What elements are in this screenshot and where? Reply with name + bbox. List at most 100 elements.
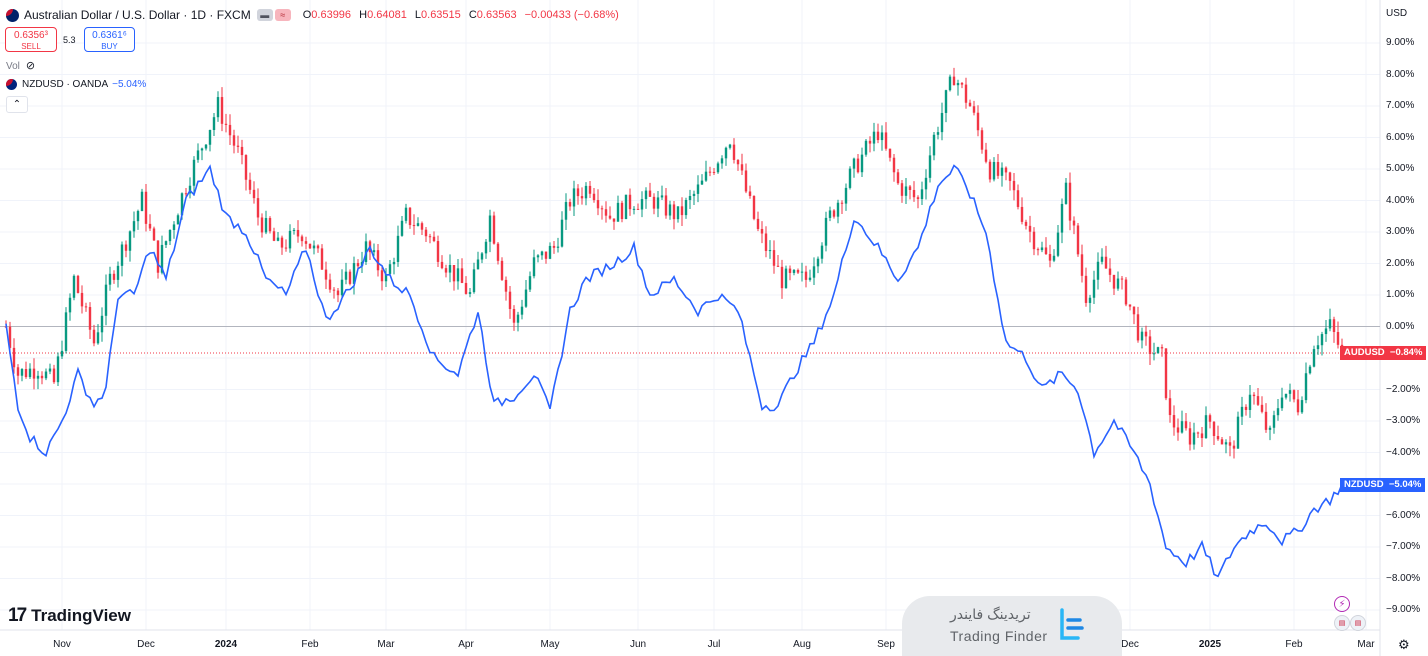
audusd-candle bbox=[240, 139, 244, 165]
audusd-candle bbox=[1072, 216, 1076, 235]
time-axis-tick: 2025 bbox=[1198, 639, 1222, 650]
audusd-candle bbox=[108, 266, 112, 291]
audusd-candle bbox=[300, 234, 304, 247]
eye-hidden-icon[interactable]: ⊘ bbox=[25, 60, 36, 72]
audusd-candle bbox=[468, 288, 472, 298]
candle-body bbox=[480, 253, 484, 260]
audusd-candle bbox=[220, 87, 224, 132]
nz-flag-icon bbox=[6, 79, 17, 90]
audusd-candle bbox=[608, 206, 612, 220]
symbol-menu-icon[interactable]: ▬ bbox=[256, 9, 273, 21]
candle-body bbox=[1308, 366, 1312, 374]
audusd-candle bbox=[272, 227, 276, 242]
time-axis-tick: Mar bbox=[1357, 639, 1375, 650]
candle-body bbox=[1068, 182, 1072, 221]
audusd-candle bbox=[964, 77, 968, 109]
audusd-candle bbox=[100, 307, 104, 342]
audusd-candle bbox=[884, 122, 888, 151]
bar-change-icon[interactable]: ≈ bbox=[274, 9, 291, 21]
audusd-candle bbox=[940, 102, 944, 141]
price-axis-tick: 5.00% bbox=[1386, 163, 1415, 174]
audusd-candle bbox=[292, 228, 296, 235]
audusd-candle bbox=[136, 209, 140, 230]
audusd-candle bbox=[872, 122, 876, 152]
us-event-flag-icon-2[interactable]: ▤ bbox=[1350, 615, 1366, 631]
tradingview-mark-icon: 17 bbox=[8, 605, 27, 626]
audusd-candle bbox=[588, 180, 592, 198]
audusd-candle bbox=[268, 216, 272, 234]
audusd-candle bbox=[228, 114, 232, 146]
price-axis-tick: −4.00% bbox=[1386, 446, 1421, 458]
candle-body bbox=[1132, 306, 1136, 315]
candle-body bbox=[1028, 225, 1032, 232]
candle-body bbox=[652, 196, 656, 209]
watermark-english-text: Trading Finder bbox=[950, 628, 1048, 644]
audusd-candle bbox=[416, 217, 420, 227]
candle-body bbox=[584, 185, 588, 199]
candle-body bbox=[904, 186, 908, 196]
buy-label: BUY bbox=[101, 42, 118, 51]
audusd-candle bbox=[1280, 387, 1284, 411]
candle-body bbox=[1128, 304, 1132, 307]
sell-button[interactable]: 0.6356³ SELL bbox=[5, 27, 57, 52]
candle-body bbox=[408, 207, 412, 226]
candle-body bbox=[1112, 274, 1116, 289]
audusd-candle bbox=[612, 218, 616, 230]
candle-body bbox=[1168, 398, 1172, 416]
candle-body bbox=[184, 193, 188, 195]
spread-value: 5.3 bbox=[63, 35, 76, 45]
audusd-candle bbox=[1064, 177, 1068, 205]
event-bolt-icon[interactable]: ⚡ bbox=[1334, 596, 1350, 612]
audusd-candle bbox=[632, 206, 636, 215]
candle-body bbox=[1040, 247, 1044, 251]
audusd-candle bbox=[768, 240, 772, 259]
us-event-flag-icon[interactable]: ▤ bbox=[1334, 615, 1350, 631]
symbol-header[interactable]: Australian Dollar / U.S. Dollar · 1D · F… bbox=[6, 6, 624, 24]
audusd-candle bbox=[1088, 294, 1092, 313]
candle-body bbox=[160, 244, 164, 273]
audusd-candle bbox=[340, 269, 344, 300]
candle-body bbox=[928, 155, 932, 178]
tradingview-logo[interactable]: 17 TradingView bbox=[8, 605, 131, 626]
audusd-candle bbox=[1216, 425, 1220, 441]
price-axis-tick: −7.00% bbox=[1386, 541, 1421, 552]
candle-body bbox=[832, 210, 836, 217]
candle-body bbox=[600, 208, 604, 210]
candle-body bbox=[52, 368, 56, 383]
buy-button[interactable]: 0.6361⁶ BUY bbox=[84, 27, 135, 52]
compare-legend[interactable]: NZDUSD · OANDA −5.04% bbox=[6, 79, 146, 90]
candle-body bbox=[952, 76, 956, 86]
volume-indicator[interactable]: Vol ⊘ bbox=[6, 59, 35, 72]
candle-body bbox=[912, 189, 916, 198]
audusd-candle bbox=[484, 238, 488, 259]
audusd-candle bbox=[1288, 383, 1292, 402]
candle-body bbox=[468, 292, 472, 294]
audusd-candle bbox=[496, 242, 500, 265]
audusd-candle bbox=[864, 138, 868, 157]
audusd-candle bbox=[1272, 410, 1276, 434]
currency-label[interactable]: USD bbox=[1386, 8, 1408, 19]
audusd-candle bbox=[408, 207, 412, 229]
audusd-candle bbox=[704, 160, 708, 182]
candle-body bbox=[576, 188, 580, 197]
settings-gear-icon[interactable]: ⚙ bbox=[1398, 637, 1410, 652]
audusd-candle bbox=[1220, 436, 1224, 445]
audusd-candle bbox=[192, 156, 196, 197]
collapse-legend-button[interactable]: ⌃ bbox=[6, 96, 28, 113]
audusd-candle bbox=[1032, 227, 1036, 256]
audusd-candle bbox=[976, 105, 980, 137]
audusd-candle bbox=[448, 254, 452, 283]
audusd-candle bbox=[200, 147, 204, 161]
candle-body bbox=[1304, 373, 1308, 401]
price-axis-tick: 6.00% bbox=[1386, 131, 1415, 143]
sell-label: SELL bbox=[21, 42, 41, 51]
time-axis-tick: Dec bbox=[137, 639, 155, 650]
audusd-candle bbox=[1224, 439, 1228, 454]
candle-body bbox=[1072, 220, 1076, 226]
candle-body bbox=[620, 202, 624, 219]
symbol-title[interactable]: Australian Dollar / U.S. Dollar · 1D · F… bbox=[24, 8, 251, 22]
candle-body bbox=[16, 367, 20, 376]
audusd-candle bbox=[332, 287, 336, 299]
audusd-candle bbox=[1040, 241, 1044, 253]
